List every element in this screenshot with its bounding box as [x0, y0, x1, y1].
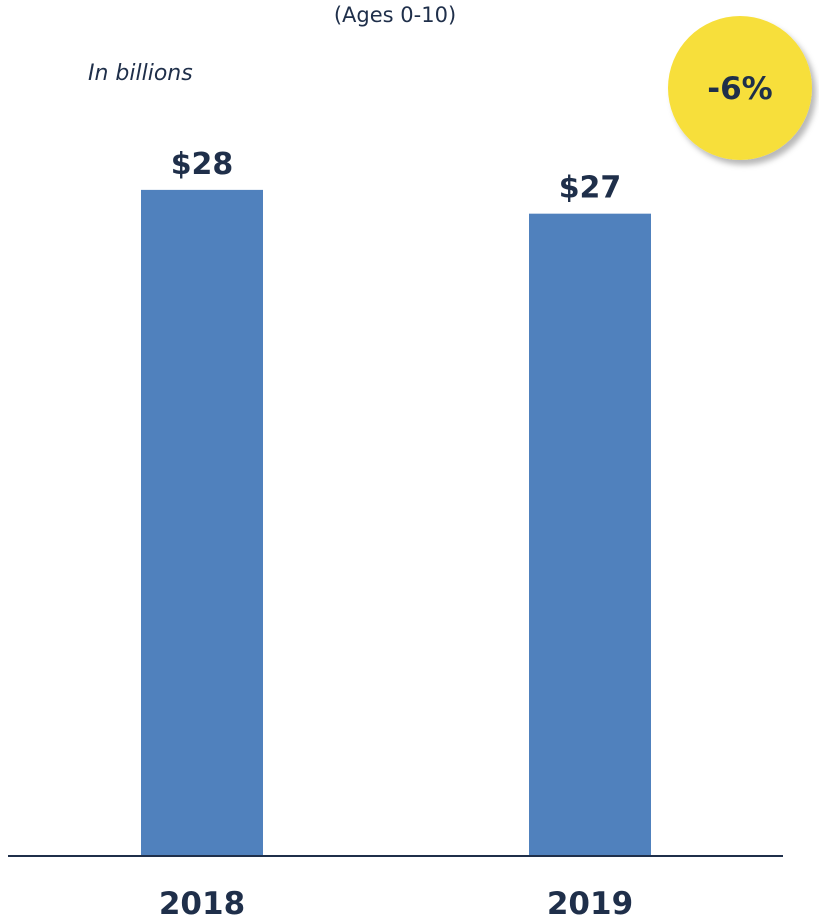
change-badge-circle — [668, 16, 812, 160]
unit-note: In billions — [88, 61, 193, 86]
bar-2018 — [141, 189, 263, 856]
x-tick-label-2018: 2018 — [159, 886, 245, 922]
data-label-2018: $28 — [171, 147, 234, 182]
bar-series — [141, 189, 651, 857]
bar-2019 — [529, 213, 651, 857]
data-label-2019: $27 — [559, 171, 622, 206]
data-labels: $28 $27 — [171, 147, 622, 206]
change-badge: -6% — [668, 16, 812, 160]
x-tick-label-2019: 2019 — [547, 886, 633, 922]
change-badge-label: -6% — [707, 71, 773, 107]
chart-subtitle: (Ages 0-10) — [334, 3, 456, 27]
x-axis-ticks: 2018 2019 — [159, 886, 633, 922]
